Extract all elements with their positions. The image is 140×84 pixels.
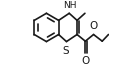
Text: O: O: [82, 56, 90, 66]
Text: O: O: [90, 21, 98, 31]
Text: S: S: [63, 46, 69, 56]
Text: NH: NH: [63, 1, 76, 10]
